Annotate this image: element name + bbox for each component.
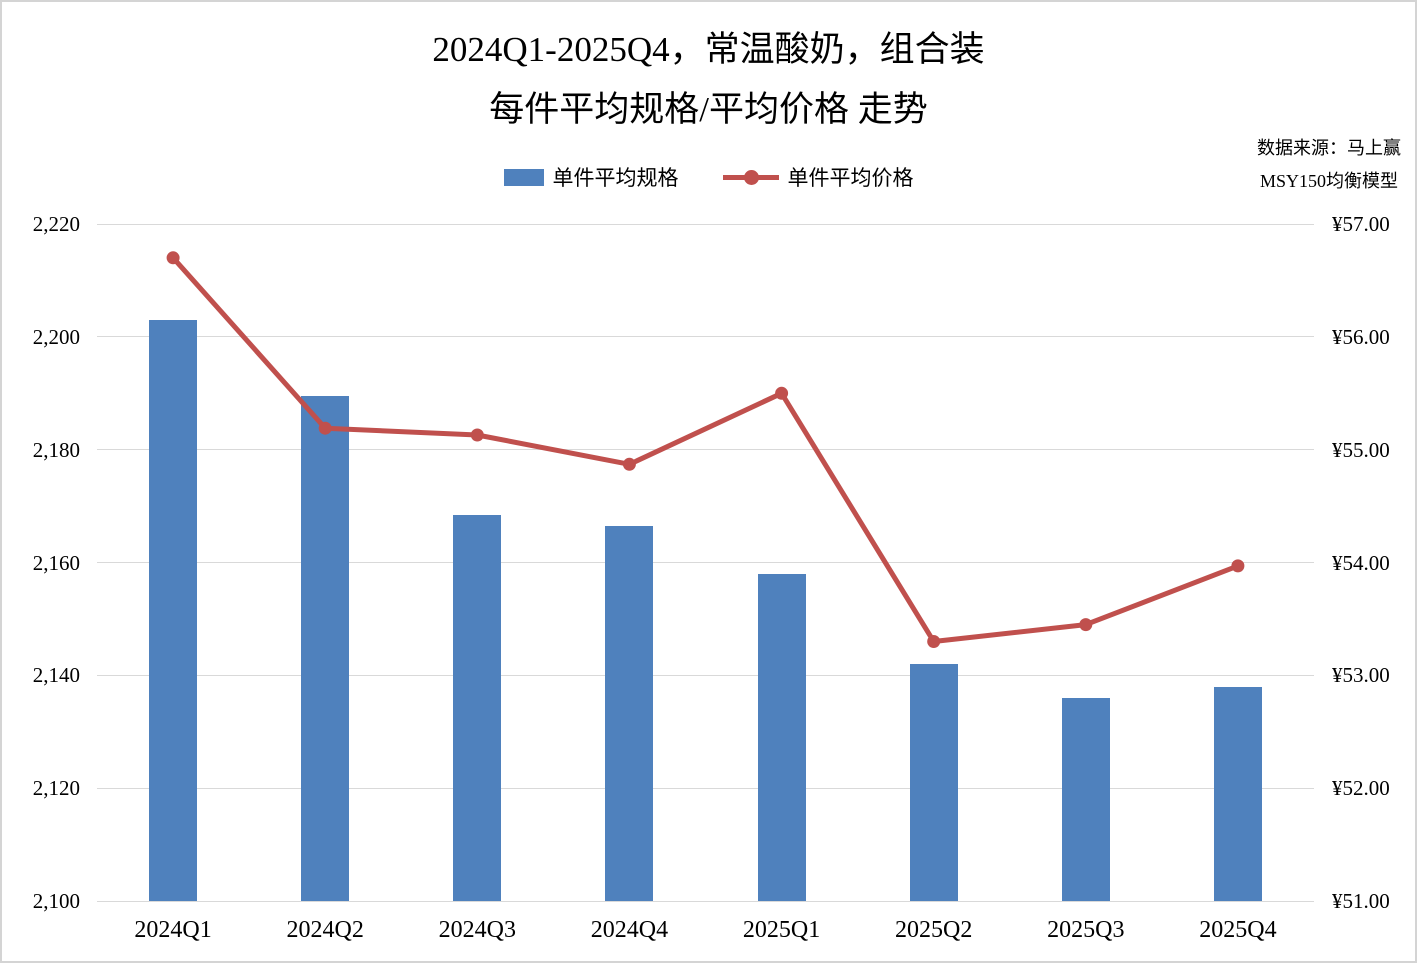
y-axis-tick-right: ¥57.00	[1332, 212, 1390, 236]
y-axis-tick-left: 2,100	[32, 889, 80, 913]
chart-title-line2: 每件平均规格/平均价格 走势	[489, 90, 928, 129]
gridline	[97, 449, 1314, 451]
price-point	[1079, 618, 1093, 632]
chart-title: 2024Q1-2025Q4，常温酸奶，组合装 每件平均规格/平均价格 走势	[2, 20, 1415, 140]
y-axis-tick-left: 2,160	[32, 550, 80, 575]
data-source-note: 数据来源：马上赢 MSY150均衡模型	[1257, 132, 1401, 198]
x-axis-label: 2024Q4	[590, 917, 669, 943]
legend-item-price: 单件平均价格	[722, 162, 914, 192]
data-source-line2: MSY150均衡模型	[1259, 171, 1398, 191]
y-axis-tick-right: ¥51.00	[1332, 889, 1390, 913]
bar-2025Q4	[1213, 686, 1262, 901]
x-axis-label: 2025Q1	[742, 917, 821, 943]
x-axis-label: 2025Q3	[1047, 917, 1125, 943]
bar-2024Q3	[453, 514, 502, 901]
chart-legend: 单件平均规格 单件平均价格	[2, 162, 1415, 192]
price-point	[927, 635, 941, 648]
price-point	[622, 457, 636, 471]
y-axis-tick-left: 2,200	[32, 324, 80, 349]
gridline	[97, 787, 1314, 789]
bar-2025Q2	[909, 664, 958, 901]
bar-2025Q1	[757, 573, 806, 901]
x-axis-label: 2024Q1	[134, 917, 212, 943]
price-point	[166, 251, 180, 265]
y-axis-tick-right: ¥56.00	[1332, 324, 1390, 349]
y-axis-tick-left: 2,140	[32, 663, 80, 688]
bar-2025Q3	[1061, 697, 1110, 901]
x-axis-label: 2024Q3	[438, 917, 516, 943]
y-axis-tick-right: ¥52.00	[1332, 776, 1390, 801]
legend-line-swatch-icon	[722, 169, 779, 185]
gridline	[97, 900, 1314, 902]
gridline	[97, 223, 1314, 225]
y-axis-tick-left: 2,220	[32, 212, 80, 236]
gridline	[97, 562, 1314, 563]
x-axis-label: 2024Q2	[286, 917, 364, 943]
y-axis-tick-left: 2,120	[32, 776, 80, 801]
y-axis-tick-right: ¥54.00	[1332, 550, 1390, 575]
legend-spec-label: 单件平均规格	[552, 166, 679, 190]
chart-title-line1: 2024Q1-2025Q4，常温酸奶，组合装	[432, 30, 985, 69]
legend-bar-swatch-icon	[503, 168, 544, 186]
y-axis-tick-left: 2,180	[32, 437, 80, 462]
y-axis-tick-right: ¥55.00	[1332, 437, 1390, 462]
x-axis-label: 2025Q4	[1199, 917, 1277, 943]
gridline	[97, 674, 1314, 676]
legend-item-spec: 单件平均规格	[503, 162, 679, 192]
price-point	[470, 428, 484, 442]
data-source-line1: 数据来源：马上赢	[1257, 138, 1401, 158]
bar-2024Q2	[301, 396, 350, 901]
bar-2024Q4	[605, 525, 654, 901]
price-point	[775, 386, 789, 400]
legend-price-label: 单件平均价格	[787, 166, 914, 190]
gridline	[97, 336, 1314, 338]
bar-2024Q1	[149, 319, 198, 901]
y-axis-tick-right: ¥53.00	[1332, 663, 1390, 688]
x-axis-label: 2025Q2	[895, 917, 973, 943]
